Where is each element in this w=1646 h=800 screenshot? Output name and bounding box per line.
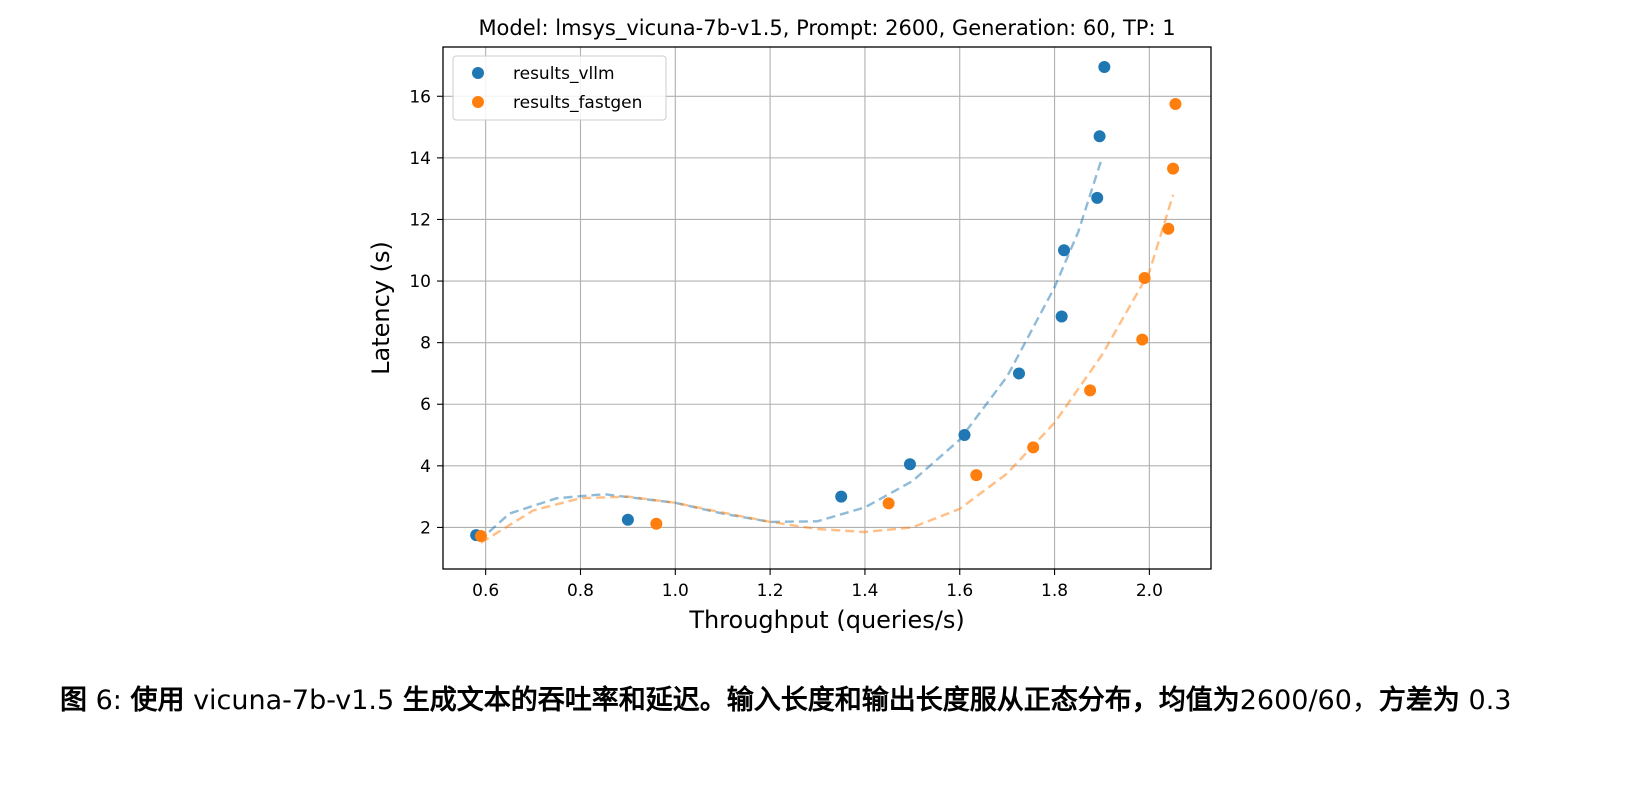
point-results_vllm [958, 429, 971, 442]
axis-ticks: 0.6 0.8 1.0 1.2 1.4 1.6 1.8 2.0 2 4 6 8 10 12 14 16 [409, 87, 1163, 601]
caption-number: 6: [95, 685, 122, 716]
x-tick-label: 0.6 [472, 581, 499, 601]
y-tick-label: 6 [420, 395, 431, 415]
point-results_fastgen [1136, 333, 1149, 346]
y-tick-label: 8 [420, 334, 431, 354]
fit-curve-results_vllm [477, 157, 1104, 543]
caption-text-3: 方差为 [1378, 685, 1460, 716]
fit-curves [477, 157, 1175, 544]
grid [443, 47, 1211, 569]
point-results_vllm [1013, 367, 1025, 380]
point-results_vllm [1098, 61, 1111, 74]
chart-title: Model: lmsys_vicuna-7b-v1.5, Prompt: 260… [478, 16, 1175, 41]
caption-model: vicuna-7b-v1.5 [193, 685, 395, 716]
legend-label: results_fastgen [513, 93, 642, 113]
legend: results_vllm results_fastgen [452, 55, 667, 121]
x-tick-label: 1.0 [662, 581, 689, 601]
legend-marker-results_vllm [472, 67, 484, 79]
point-results_fastgen [882, 497, 895, 510]
caption-text-1: 使用 [130, 685, 185, 716]
point-results_vllm [1091, 191, 1104, 204]
fit-curve-results_fastgen [480, 194, 1175, 544]
caption-text-2: 生成文本的吞吐率和延迟。输入长度和输出长度服从正态分布，均值为 [402, 685, 1240, 716]
point-results_vllm [621, 513, 634, 526]
y-axis-label: Latency (s) [367, 241, 395, 375]
x-tick-label: 1.6 [946, 581, 973, 601]
point-results_fastgen [1167, 162, 1180, 175]
x-tick-label: 1.4 [851, 581, 878, 601]
figure-caption: 图 6: 使用 vicuna-7b-v1.5 生成文本的吞吐率和延迟。输入长度和… [60, 682, 1530, 719]
point-results_fastgen [1138, 271, 1151, 284]
x-tick-label: 1.2 [757, 581, 784, 601]
point-results_vllm [835, 490, 848, 503]
x-tick-label: 2.0 [1136, 581, 1163, 601]
y-tick-label: 12 [409, 210, 431, 230]
point-results_fastgen [1027, 441, 1040, 454]
chart: 0.6 0.8 1.0 1.2 1.4 1.6 1.8 2.0 2 4 6 8 10 12 14 16 Mod… [367, 16, 1212, 634]
legend-box [452, 55, 667, 121]
point-results_fastgen [1162, 222, 1175, 235]
x-tick-label: 0.8 [567, 581, 594, 601]
point-results_fastgen [474, 530, 487, 543]
legend-marker-results_fastgen [472, 96, 484, 108]
point-results_fastgen [970, 469, 983, 482]
point-results_vllm [903, 458, 916, 471]
point-results_vllm [1093, 130, 1106, 143]
point-results_fastgen [650, 517, 663, 530]
x-axis-label: Throughput (queries/s) [688, 606, 964, 634]
y-tick-label: 2 [420, 518, 431, 538]
plot-frame [442, 46, 1212, 570]
y-tick-label: 10 [409, 272, 431, 292]
y-tick-label: 14 [409, 149, 431, 169]
caption-label: 图 [60, 685, 87, 716]
point-results_vllm [1058, 244, 1071, 257]
caption-comma: ， [1351, 685, 1379, 716]
caption-variance: 0.3 [1468, 685, 1512, 716]
point-results_vllm [1055, 310, 1068, 323]
point-results_fastgen [1084, 384, 1097, 397]
data-points [470, 61, 1182, 543]
legend-label: results_vllm [513, 64, 615, 84]
x-tick-label: 1.8 [1041, 581, 1068, 601]
caption-mean: 2600/60 [1239, 685, 1352, 716]
y-tick-label: 4 [420, 457, 431, 477]
point-results_fastgen [1169, 97, 1182, 110]
y-tick-label: 16 [409, 87, 431, 107]
